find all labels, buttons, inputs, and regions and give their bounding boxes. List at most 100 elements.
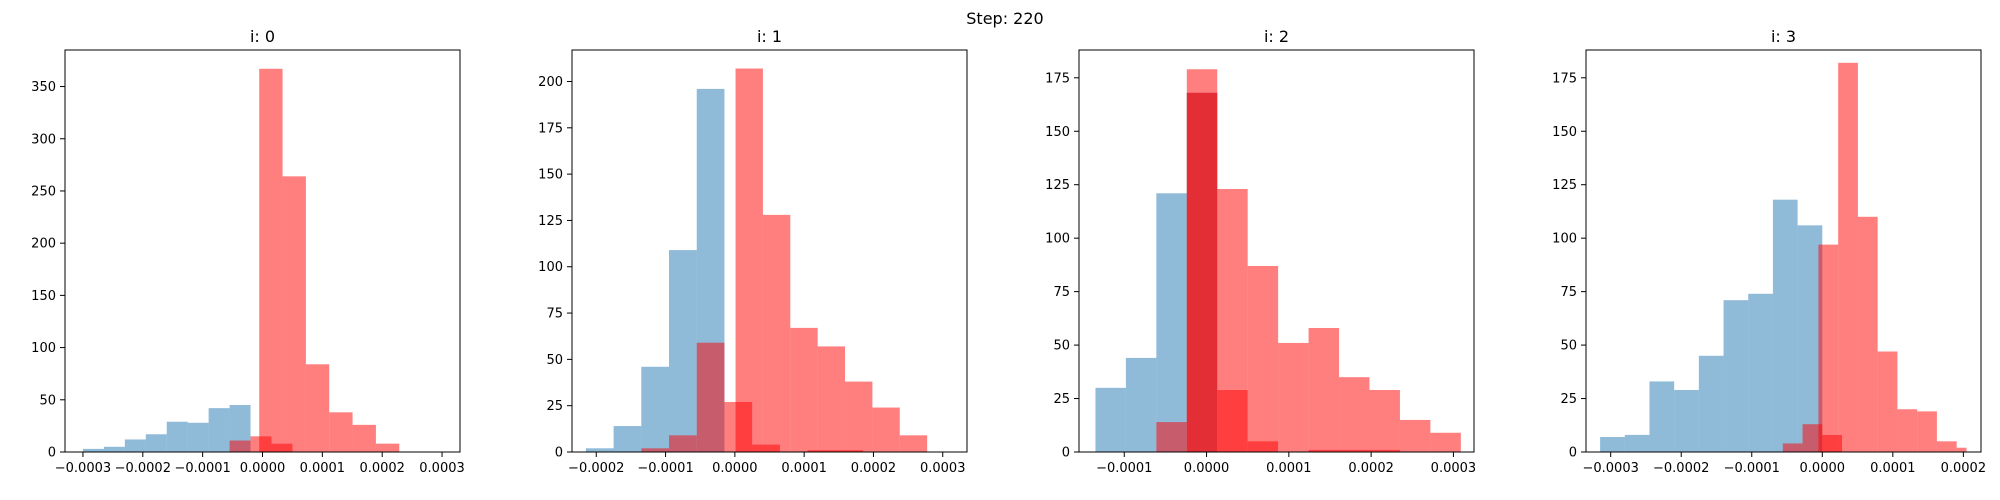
bar-p1-s2-b2 (790, 327, 818, 452)
bar-p1-s0-b1 (613, 426, 642, 452)
bar-p3-s2-b0 (1818, 244, 1839, 452)
panel-title: i: 2 (1264, 27, 1289, 46)
y-tick-label: 0 (48, 446, 56, 461)
bar-p0-s2-b2 (305, 364, 330, 452)
y-tick-label: 25 (1053, 392, 1070, 407)
bar-p1-s2-b3 (817, 346, 846, 452)
bar-p3-s0-b4 (1698, 355, 1724, 452)
bar-p3-s2-b7 (1956, 447, 1967, 452)
bar-p3-s1-b0 (1782, 443, 1803, 452)
y-tick-label: 100 (1552, 232, 1577, 247)
bar-p1-s2-b4 (845, 381, 873, 452)
bar-p2-s2-b7 (1399, 419, 1431, 452)
bar-p0-s0-b6 (208, 408, 230, 452)
figure-title: Step: 220 (966, 9, 1043, 28)
y-tick-label: 0 (555, 446, 563, 461)
bar-p1-s2-b5 (872, 407, 900, 452)
bar-p3-s0-b5 (1723, 300, 1749, 452)
x-tick-label: 0.0001 (300, 461, 346, 476)
y-tick-label: 0 (1569, 446, 1577, 461)
bar-p1-s1-b2 (696, 342, 725, 452)
bar-p0-s1-b0 (229, 440, 251, 452)
x-tick-label: −0.0003 (55, 461, 111, 476)
x-tick-label: 0.0002 (1941, 461, 1987, 476)
bar-p0-s0-b7 (229, 405, 251, 452)
bar-p3-s2-b3 (1877, 351, 1898, 452)
y-tick-label: 175 (1552, 71, 1577, 86)
x-tick-label: −0.0002 (1653, 461, 1709, 476)
y-tick-label: 0 (1062, 446, 1070, 461)
bar-p2-s2-b3 (1278, 342, 1309, 452)
panel-title: i: 1 (757, 27, 782, 46)
bar-p3-s2-b1 (1838, 62, 1858, 453)
y-tick-label: 100 (538, 260, 563, 275)
x-tick-label: 0.0000 (1800, 461, 1846, 476)
bar-p1-s1-b1 (669, 435, 697, 452)
y-tick-label: 175 (1045, 71, 1070, 86)
bar-p3-s2-b5 (1917, 411, 1937, 452)
bar-p3-s1-b1 (1802, 424, 1823, 452)
x-tick-label: 0.0003 (920, 461, 966, 476)
y-tick-label: 150 (1045, 125, 1070, 140)
y-tick-label: 175 (538, 121, 563, 136)
bar-p0-s2-b1 (282, 176, 306, 453)
bar-p2-s2-b6 (1369, 389, 1400, 452)
y-tick-label: 50 (39, 393, 56, 408)
bar-p0-s2-b0 (259, 68, 283, 453)
y-tick-label: 125 (538, 214, 563, 229)
bar-p1-s0-b3 (669, 250, 697, 452)
y-tick-label: 100 (31, 341, 56, 356)
x-tick-label: 0.0000 (712, 461, 758, 476)
x-tick-label: 0.0002 (359, 461, 405, 476)
axes-frame-1 (571, 49, 968, 453)
y-tick-label: 250 (31, 184, 56, 199)
y-tick-label: 100 (1045, 232, 1070, 247)
bar-p0-s0-b1 (103, 446, 125, 452)
x-tick-label: 0.0003 (1431, 461, 1477, 476)
bar-p0-s0-b4 (166, 421, 188, 452)
bar-p0-s0-b3 (145, 434, 167, 452)
bar-p3-s0-b8 (1797, 225, 1823, 452)
y-tick-label: 150 (538, 168, 563, 183)
bar-p1-s2-b6 (899, 435, 928, 452)
bar-p2-s0-b2 (1156, 193, 1187, 452)
bar-p3-s0-b3 (1674, 389, 1699, 452)
axes-frame-2 (1078, 49, 1475, 453)
x-tick-label: 0.0000 (1184, 461, 1230, 476)
y-tick-label: 300 (31, 132, 56, 147)
bar-p0-s0-b5 (187, 422, 209, 452)
y-tick-label: 25 (1560, 392, 1577, 407)
y-tick-label: 50 (546, 353, 563, 368)
bar-p3-s2-b4 (1897, 409, 1918, 452)
y-tick-label: 75 (1560, 285, 1577, 300)
axes-frame-3 (1585, 49, 1982, 453)
panel-title: i: 0 (250, 27, 275, 46)
bar-p3-s0-b6 (1748, 293, 1773, 452)
y-tick-label: 50 (1560, 339, 1577, 354)
bar-p0-s0-b2 (124, 439, 146, 452)
panel-1: −0.0002 −0.0001 0.0000 0.0001 0.0002 0.0003 0 2… (538, 27, 968, 476)
bar-p0-s2-b5 (375, 443, 400, 452)
bar-p1-s0-b2 (641, 366, 670, 452)
bar-p1-s2-b0 (735, 68, 763, 453)
bar-p1-s2-b1 (762, 214, 791, 452)
x-tick-label: 0.0001 (1266, 461, 1312, 476)
bar-p0-s0-b0 (82, 448, 104, 452)
panel-0: −0.0003 −0.0002 −0.0001 0.0000 0.0001 0.0002 0… (31, 27, 465, 476)
x-tick-label: 0.0002 (1348, 461, 1394, 476)
y-tick-label: 200 (538, 75, 563, 90)
y-tick-label: 150 (31, 289, 56, 304)
bar-p2-s2-b1 (1217, 188, 1248, 452)
y-tick-label: 25 (546, 399, 563, 414)
panel-title: i: 3 (1771, 27, 1796, 46)
bar-p3-s0-b0 (1600, 437, 1625, 452)
x-tick-label: 0.0001 (781, 461, 827, 476)
x-tick-label: −0.0003 (1582, 461, 1638, 476)
x-tick-label: 0.0000 (240, 461, 286, 476)
y-tick-label: 50 (1053, 339, 1070, 354)
y-tick-label: 75 (1053, 285, 1070, 300)
x-tick-label: −0.0001 (637, 461, 693, 476)
x-tick-label: 0.0001 (1870, 461, 1916, 476)
panel-2: −0.0001 0.0000 0.0001 0.0002 0.0003 0 25 50 75 10… (1045, 27, 1476, 476)
